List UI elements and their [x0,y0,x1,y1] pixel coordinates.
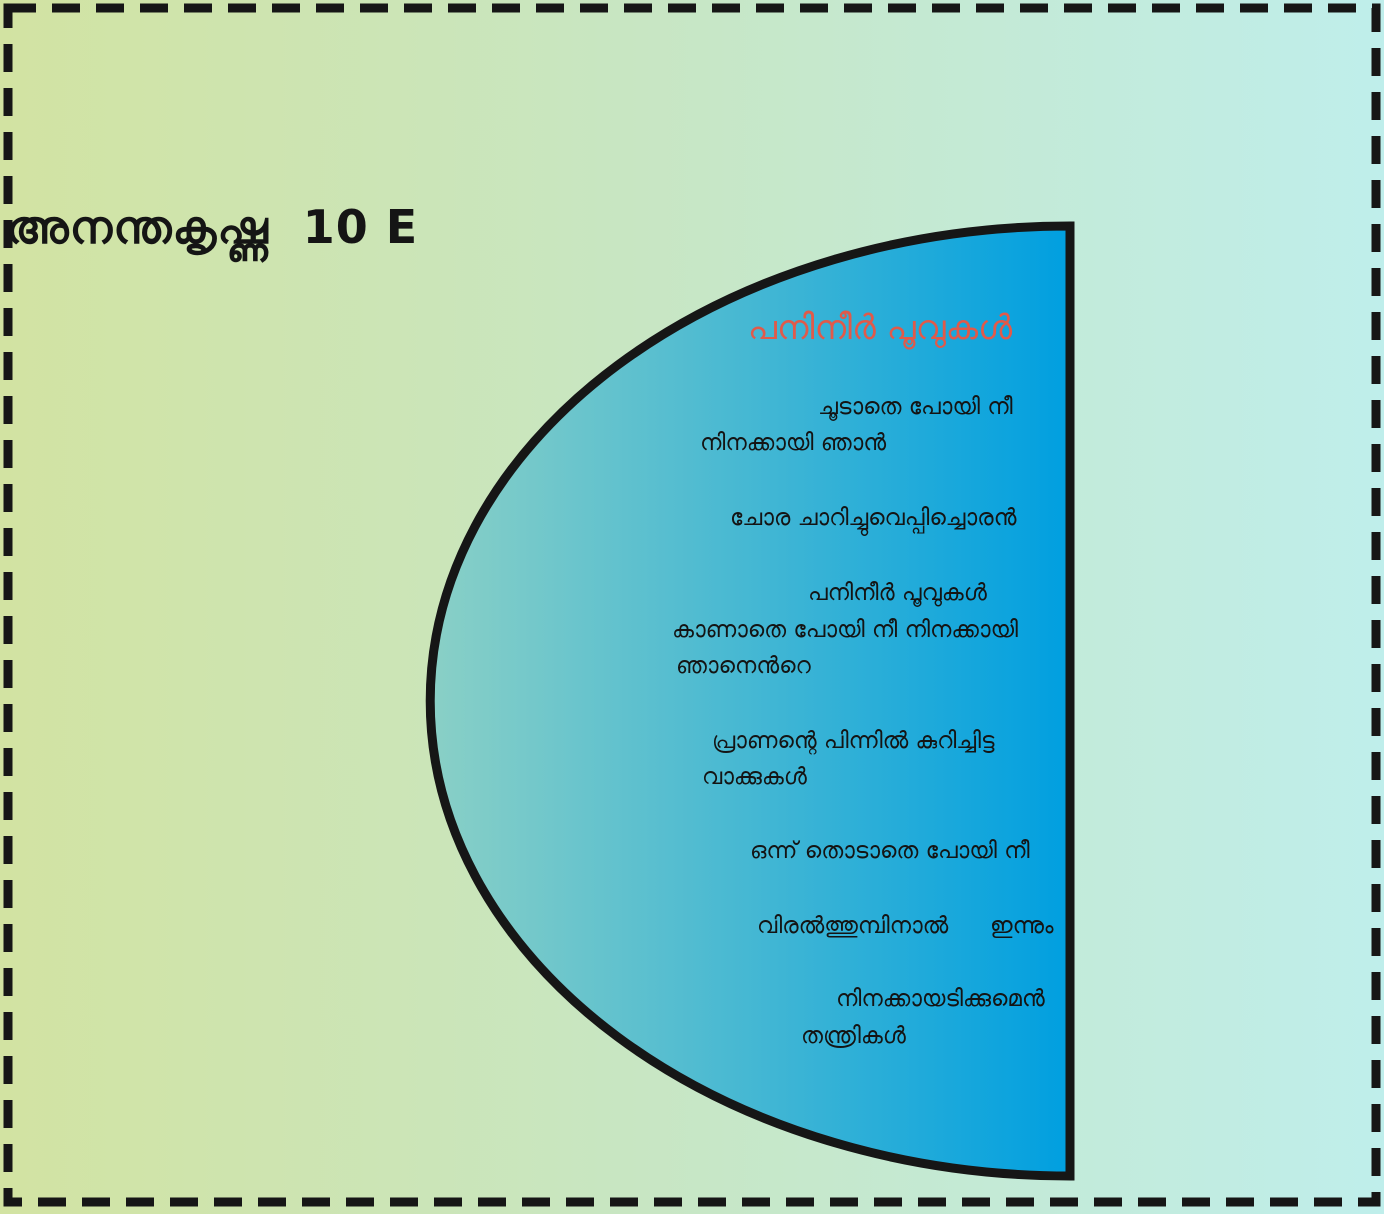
poem-line: നിനക്കായി ഞാൻ [700,430,887,456]
poem-line: ചൂടാതെ പോയി നീ [818,394,1013,420]
poem-line: ഞാനെൻറെ [676,653,811,679]
poem-line: കാണാതെ പോയി നീ നിനക്കായി [672,617,1019,643]
poem-line: ഒന്ന് തൊടാതെ പോയി നീ [750,838,1030,864]
poem-line: പനിനീർ പൂവുകൾ [808,580,987,606]
poem-line: പ്രാണന്റെ പിന്നിൽ കുറിച്ചിട്ട [712,728,995,754]
author-heading: അനന്തകൃഷ്ണ 10 E [6,200,418,256]
poem-line: വാക്കുകൾ [702,764,807,790]
poem-line: ചോര ചാറിച്ചുവെപ്പിച്ചൊരൻ [730,505,1017,531]
poem-title: പനിനീർ പൂവുകൾ [747,308,1013,348]
author-class: 10 E [302,200,419,254]
poem-line: വിരൽത്തുമ്പിനാൽ [757,913,949,939]
poem-line: നിനക്കായടിക്കുമെൻ [836,986,1045,1012]
poem-line: തന്ത്രികൾ [801,1023,906,1049]
poem-line: ഇന്നും [990,913,1054,939]
author-name: അനന്തകൃഷ്ണ [6,200,269,254]
